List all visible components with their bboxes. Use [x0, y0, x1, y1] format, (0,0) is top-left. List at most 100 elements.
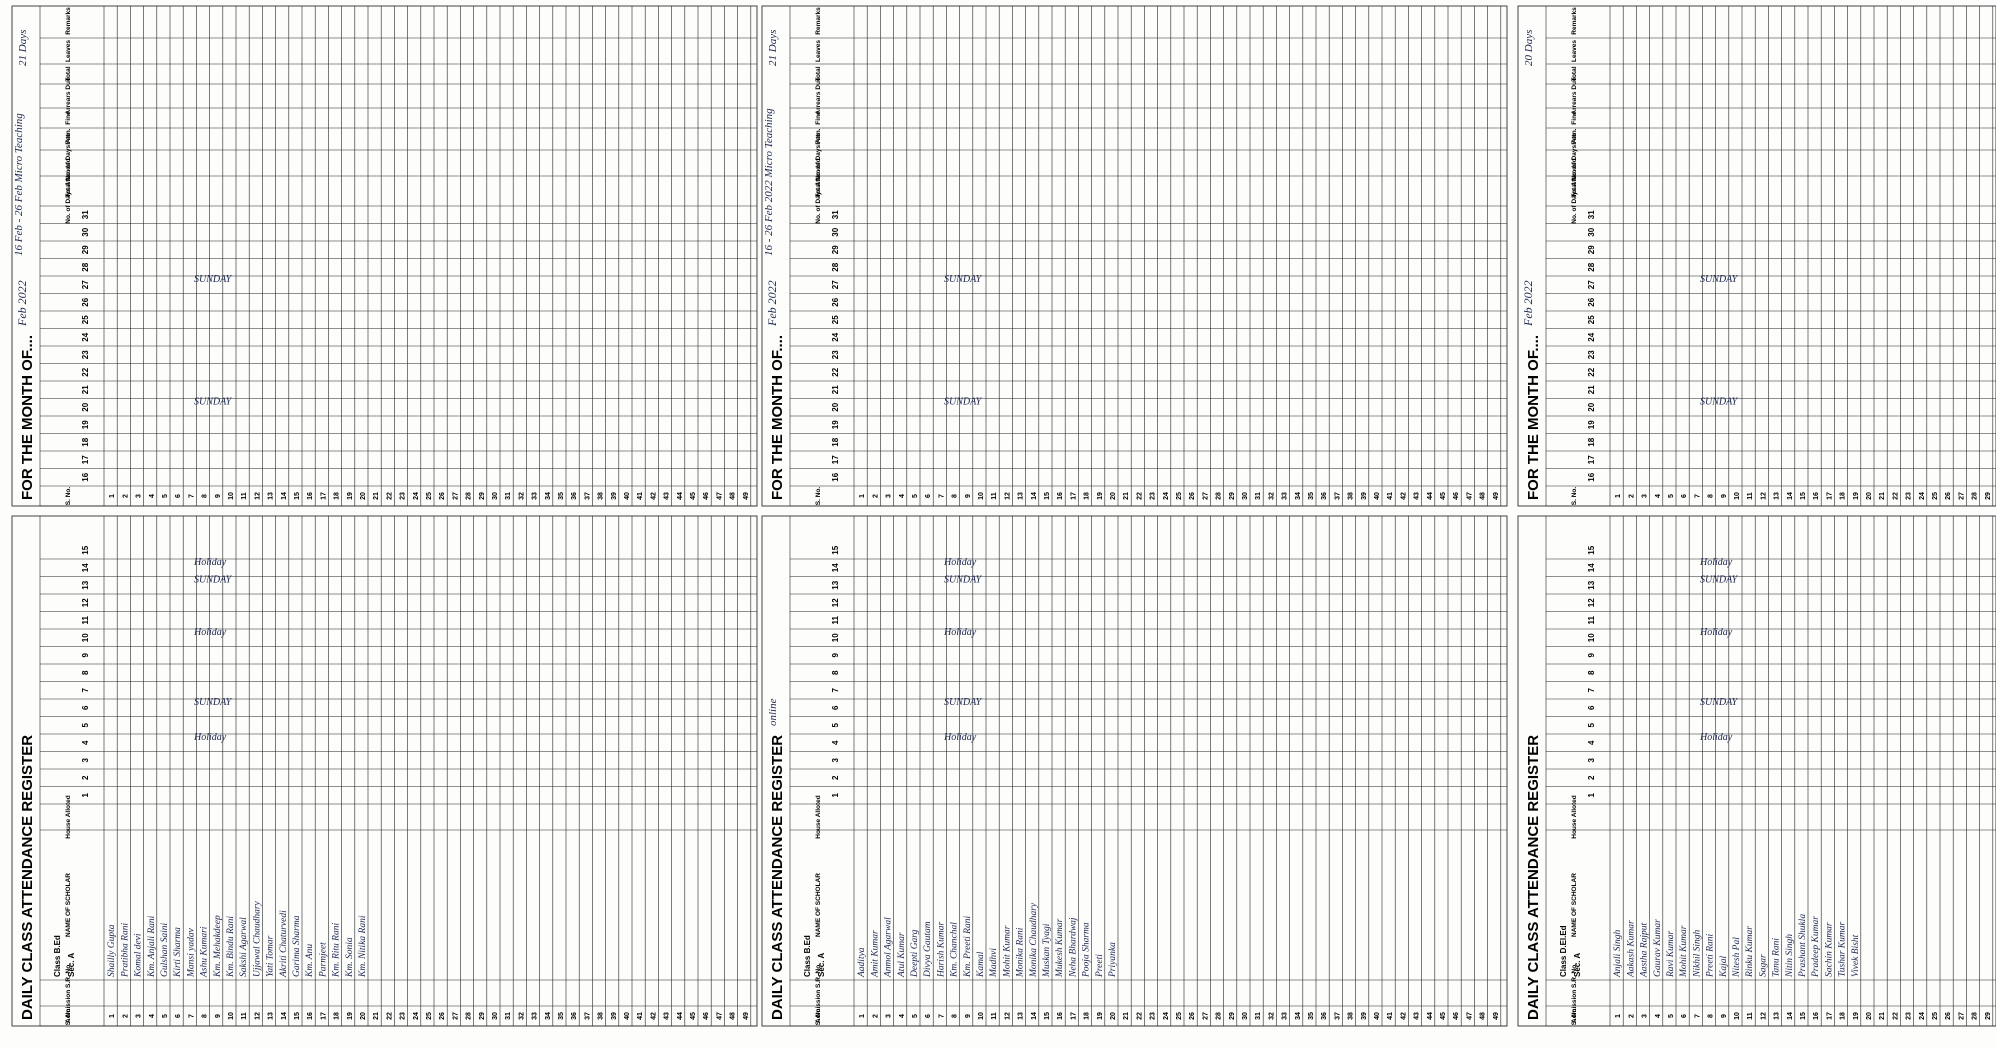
serial: 11	[241, 492, 248, 500]
day-note: SUNDAY	[194, 396, 233, 407]
sec-label: Sec. A	[1573, 953, 1582, 977]
serial: 21	[1123, 492, 1130, 500]
column-header: 12	[1587, 598, 1596, 607]
column-header: 18	[831, 437, 840, 446]
serial: 27	[1958, 492, 1965, 500]
serial: 49	[743, 1012, 750, 1020]
serial: 24	[1919, 1012, 1926, 1020]
column-header: 28	[831, 262, 840, 271]
serial: 43	[664, 1012, 671, 1020]
serial: 16	[1813, 1012, 1820, 1020]
serial: 29	[479, 492, 486, 500]
serial: 47	[716, 492, 723, 500]
scholar-name: Komal devi	[134, 933, 144, 978]
serial: 45	[1440, 1012, 1447, 1020]
serial: 35	[1308, 492, 1315, 500]
column-header: 3	[81, 757, 90, 762]
serial: 7	[188, 494, 195, 498]
serial: 32	[1268, 492, 1275, 500]
scholar-name: Km. Anjali Rani	[147, 915, 157, 978]
column-header: Arrears Due	[815, 77, 822, 115]
serial: 40	[1374, 492, 1381, 500]
serial: 44	[1427, 1012, 1434, 1020]
serial: 36	[1321, 1012, 1328, 1020]
column-header: S. No.	[1571, 487, 1578, 506]
serial: 11	[991, 492, 998, 500]
serial: 48	[1480, 1012, 1487, 1020]
column-header: 8	[81, 670, 90, 675]
serial: 8	[202, 494, 209, 498]
serial: 10	[978, 492, 985, 500]
scholar-name: Nitin Singh	[1785, 934, 1795, 978]
serial: 11	[1747, 1012, 1754, 1020]
serial: 6	[925, 1014, 932, 1018]
scholar-name: Aastha Rajput	[1640, 923, 1650, 978]
column-header: 3	[831, 757, 840, 762]
serial: 26	[1189, 1012, 1196, 1020]
scholar-name: Madhvi	[989, 948, 999, 978]
serial: 33	[532, 492, 539, 500]
serial: 47	[716, 1012, 723, 1020]
scholar-name: Anjali Singh	[1613, 930, 1623, 978]
serial: 27	[1958, 1012, 1965, 1020]
serial: 4	[1655, 494, 1662, 498]
serial: 18	[1084, 1012, 1091, 1020]
scholar-name: Mohit Kumar	[1679, 925, 1689, 978]
day-note: Holiday	[943, 627, 977, 638]
column-header: 5	[81, 722, 90, 727]
register-sheet: DAILY CLASS ATTENDANCE REGISTER S. No.Adm…	[1517, 515, 1996, 1027]
serial: 14	[1031, 1012, 1038, 1020]
column-header: 13	[1587, 580, 1596, 589]
column-header: 8	[1587, 670, 1596, 675]
serial: 2	[122, 1014, 129, 1018]
scholar-name: Parmjeet	[318, 942, 328, 978]
day-note: SUNDAY	[1700, 396, 1739, 407]
column-header: 8	[831, 670, 840, 675]
serial: 28	[1216, 492, 1223, 500]
serial: 10	[978, 1012, 985, 1020]
scholar-name: Monika Rani	[1016, 927, 1026, 978]
serial: 14	[1787, 1012, 1794, 1020]
column-header: S. No.	[65, 1007, 72, 1026]
serial: 11	[1747, 492, 1754, 500]
day-note: SUNDAY	[944, 274, 983, 285]
column-header: 21	[1587, 385, 1596, 394]
serial: 13	[1018, 492, 1025, 500]
serial: 37	[1334, 492, 1341, 500]
serial: 39	[1361, 1012, 1368, 1020]
serial: 15	[294, 1012, 301, 1020]
serial: 2	[1628, 494, 1635, 498]
serial: 19	[1097, 492, 1104, 500]
days-count: 21 Days	[767, 30, 779, 66]
serial: 3	[1642, 1014, 1649, 1018]
days-count: 21 Days	[17, 30, 29, 66]
serial: 12	[1760, 1012, 1767, 1020]
column-header: Leaves	[815, 40, 822, 62]
day-note: SUNDAY	[194, 574, 233, 585]
column-header: 11	[1587, 615, 1596, 624]
serial: 19	[1853, 1012, 1860, 1020]
serial: 17	[1070, 492, 1077, 500]
serial: 31	[505, 492, 512, 500]
column-header: 10	[81, 633, 90, 642]
column-header: Total	[1571, 66, 1578, 81]
column-header: 11	[81, 615, 90, 624]
column-header: S. No.	[815, 487, 822, 506]
column-header: 10	[831, 633, 840, 642]
serial: 27	[452, 1012, 459, 1020]
serial: 38	[1348, 492, 1355, 500]
column-header: NAME OF SCHOLAR	[815, 873, 822, 937]
class-label: Class D.El.Ed	[1559, 925, 1568, 977]
serial: 18	[1840, 492, 1847, 500]
serial: 35	[558, 1012, 565, 1020]
day-note: Holiday	[1699, 732, 1733, 743]
column-header: 26	[81, 297, 90, 306]
serial: 23	[400, 492, 407, 500]
scholar-name: Kajal	[1719, 956, 1729, 978]
serial: 37	[584, 492, 591, 500]
note: 16 - 26 Feb 2022 Micro Teaching	[763, 108, 775, 256]
column-header: 27	[81, 280, 90, 289]
column-header: 9	[831, 652, 840, 657]
column-header: 14	[1587, 563, 1596, 572]
serial: 15	[294, 492, 301, 500]
